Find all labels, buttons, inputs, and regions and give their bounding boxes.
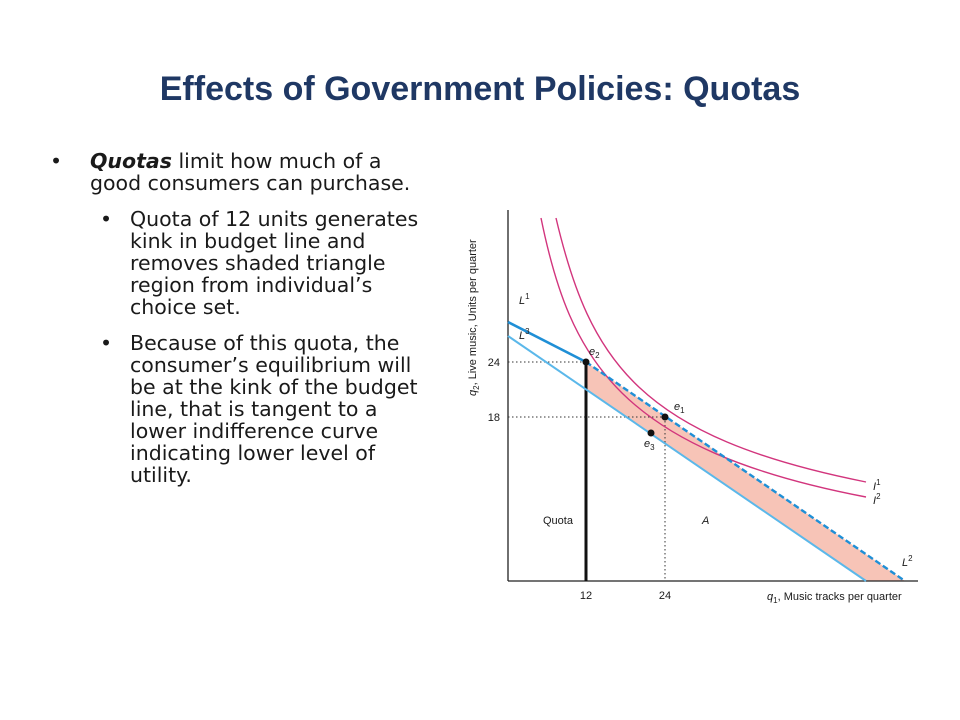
quota-chart: 24 18 12 24 q1, Music tracks per quarter… bbox=[467, 210, 918, 605]
indifference-curve-i1 bbox=[555, 217, 867, 483]
page-title: Effects of Government Policies: Quotas bbox=[159, 70, 801, 108]
bullet-equilibrium: Because of this quota, the consumer’s eq… bbox=[50, 332, 430, 486]
budget-line-l2 bbox=[585, 361, 906, 582]
label-e2: e2 bbox=[589, 346, 600, 360]
indifference-curve-i2 bbox=[540, 217, 867, 498]
label-l1: L1 bbox=[519, 292, 530, 307]
label-i1: I1 bbox=[873, 478, 881, 493]
bullet-text: limit how much of a good consumers can p… bbox=[90, 149, 411, 195]
bullet-quotas: Quotas limit how much of a good consumer… bbox=[50, 150, 430, 194]
y-axis-label: q2, Live music, Units per quarter bbox=[467, 239, 481, 396]
point-e2 bbox=[582, 358, 590, 366]
label-e1: e1 bbox=[674, 401, 685, 415]
quota-label: Quota bbox=[543, 515, 574, 527]
bullet-kink: Quota of 12 units generates kink in budg… bbox=[50, 208, 430, 318]
x-tick-12: 12 bbox=[580, 590, 592, 602]
bullet-list: Quotas limit how much of a good consumer… bbox=[50, 150, 430, 500]
y-tick-18: 18 bbox=[488, 412, 500, 424]
budget-line-l3 bbox=[507, 335, 867, 582]
budget-line-l1 bbox=[507, 320, 587, 364]
point-e1 bbox=[661, 413, 669, 421]
x-axis-label: q1, Music tracks per quarter bbox=[767, 591, 902, 605]
point-e3 bbox=[647, 429, 655, 437]
label-e3: e3 bbox=[644, 438, 655, 452]
bullet-term: Quotas bbox=[90, 149, 172, 173]
region-a-label: A bbox=[701, 515, 709, 527]
y-tick-24: 24 bbox=[488, 357, 500, 369]
x-tick-24: 24 bbox=[659, 590, 671, 602]
label-i2: I2 bbox=[873, 492, 881, 507]
label-l3: L3 bbox=[519, 327, 530, 342]
label-l2: L2 bbox=[902, 554, 913, 569]
